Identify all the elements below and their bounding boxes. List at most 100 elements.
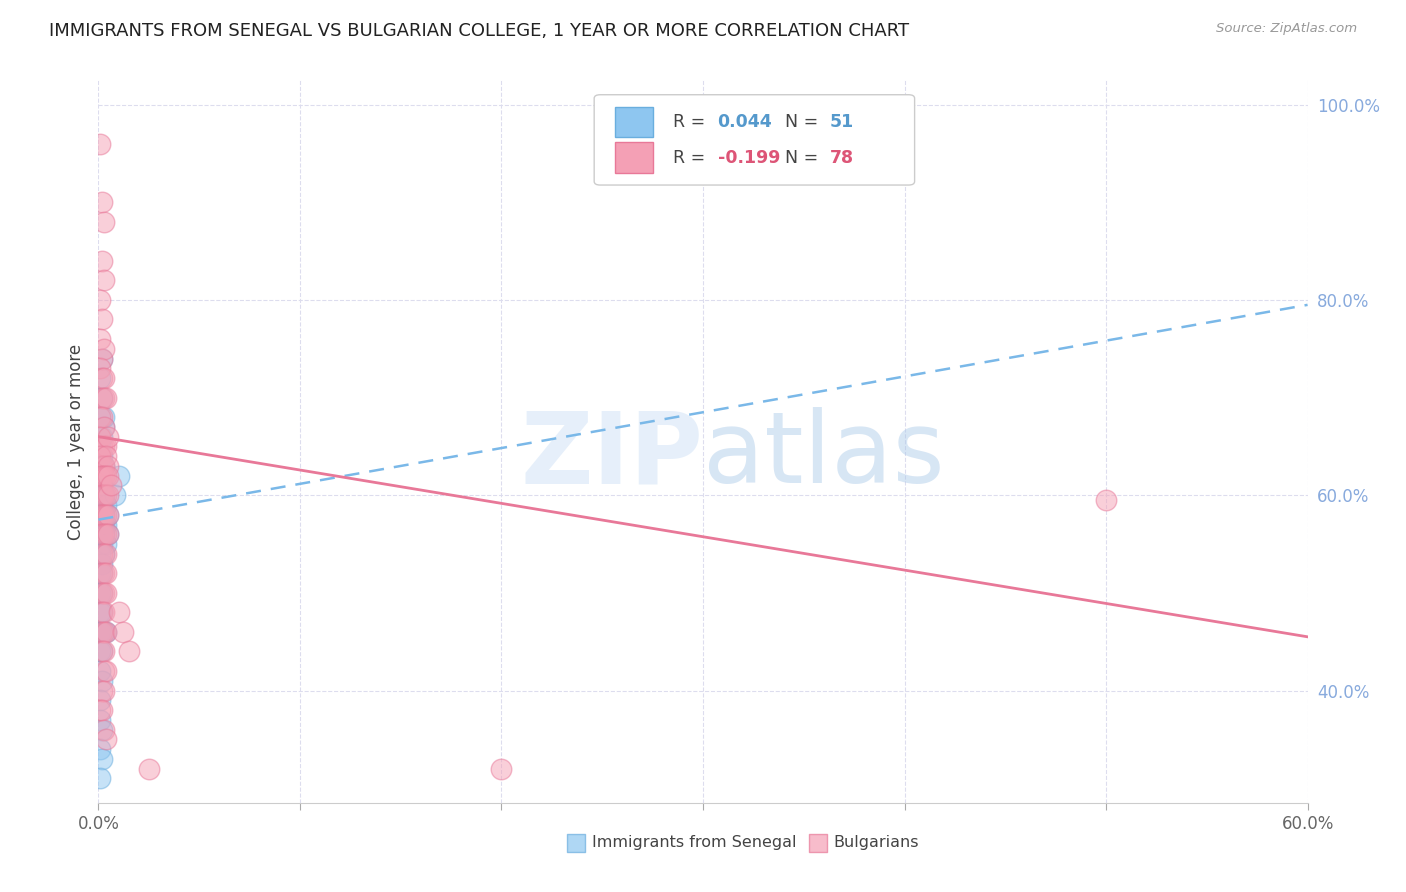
Point [89, 468, 111, 483]
Point [91, 488, 114, 502]
Text: Bulgarians: Bulgarians [834, 835, 920, 850]
Point [89, 624, 111, 639]
Point [91, 644, 114, 658]
Point [91, 703, 114, 717]
Point [91, 508, 114, 522]
Point [93, 624, 115, 639]
Point [91, 478, 114, 492]
Point [91, 527, 114, 541]
Text: Source: ZipAtlas.com: Source: ZipAtlas.com [1216, 22, 1357, 36]
Text: 0.044: 0.044 [717, 113, 772, 131]
Point [89, 547, 111, 561]
Point [93, 342, 115, 356]
Point [91, 391, 114, 405]
Point [91, 430, 114, 444]
Point [93, 586, 115, 600]
Point [93, 215, 115, 229]
Point [89, 410, 111, 425]
Point [97, 508, 120, 522]
Point [91, 351, 114, 366]
Point [93, 458, 115, 473]
Point [93, 683, 115, 698]
Point [91, 498, 114, 512]
FancyBboxPatch shape [614, 143, 654, 173]
Point [91, 673, 114, 688]
Point [96, 586, 118, 600]
Text: R =: R = [672, 113, 710, 131]
Point [103, 488, 125, 502]
Point [89, 772, 111, 786]
Point [96, 449, 118, 463]
Point [96, 488, 118, 502]
FancyBboxPatch shape [595, 95, 915, 185]
Point [91, 410, 114, 425]
Point [91, 586, 114, 600]
Text: atlas: atlas [703, 408, 945, 505]
Point [107, 606, 129, 620]
Point [93, 527, 115, 541]
Point [93, 371, 115, 385]
Point [91, 723, 114, 737]
Point [91, 391, 114, 405]
Point [93, 508, 115, 522]
Point [91, 253, 114, 268]
Point [97, 430, 120, 444]
Point [93, 527, 115, 541]
Point [111, 624, 134, 639]
Point [91, 439, 114, 453]
Point [89, 664, 111, 678]
Text: IMMIGRANTS FROM SENEGAL VS BULGARIAN COLLEGE, 1 YEAR OR MORE CORRELATION CHART: IMMIGRANTS FROM SENEGAL VS BULGARIAN COL… [49, 22, 910, 40]
Point [96, 527, 118, 541]
Point [91, 586, 114, 600]
Point [91, 606, 114, 620]
Point [89, 293, 111, 307]
Point [91, 566, 114, 581]
Point [107, 468, 129, 483]
Point [91, 752, 114, 766]
Text: 51: 51 [830, 113, 855, 131]
Point [96, 508, 118, 522]
Point [91, 371, 114, 385]
Point [96, 517, 118, 532]
Point [93, 547, 115, 561]
Point [97, 488, 120, 502]
Point [93, 410, 115, 425]
Point [91, 468, 114, 483]
Text: N =: N = [785, 113, 824, 131]
Point [89, 742, 111, 756]
Point [93, 391, 115, 405]
Point [89, 566, 111, 581]
Point [1095, 493, 1118, 508]
Point [96, 664, 118, 678]
Point [89, 713, 111, 727]
Point [96, 566, 118, 581]
Point [89, 703, 111, 717]
Point [91, 458, 114, 473]
Point [91, 195, 114, 210]
Point [91, 606, 114, 620]
Point [89, 439, 111, 453]
Point [93, 517, 115, 532]
Point [91, 557, 114, 571]
FancyBboxPatch shape [614, 107, 654, 137]
Text: R =: R = [672, 149, 710, 167]
Point [91, 517, 114, 532]
Point [96, 624, 118, 639]
Point [89, 693, 111, 707]
Point [91, 624, 114, 639]
Point [93, 273, 115, 287]
Point [89, 410, 111, 425]
Point [93, 420, 115, 434]
Point [96, 498, 118, 512]
Point [91, 624, 114, 639]
Point [89, 136, 111, 151]
Point [89, 644, 111, 658]
Point [93, 458, 115, 473]
Y-axis label: College, 1 year or more: College, 1 year or more [66, 343, 84, 540]
Point [91, 547, 114, 561]
Point [93, 606, 115, 620]
Point [93, 624, 115, 639]
Point [89, 508, 111, 522]
Point [93, 488, 115, 502]
Point [97, 508, 120, 522]
